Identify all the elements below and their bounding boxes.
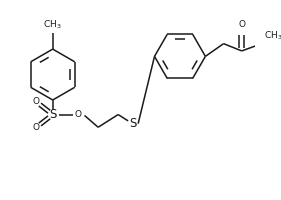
Text: S: S (49, 108, 56, 121)
Text: O: O (33, 97, 40, 106)
Text: S: S (129, 117, 136, 130)
Text: O: O (238, 20, 245, 29)
Text: CH$_3$: CH$_3$ (264, 29, 281, 42)
Text: O: O (33, 123, 40, 132)
Text: CH$_3$: CH$_3$ (43, 18, 62, 31)
Text: O: O (75, 110, 82, 119)
